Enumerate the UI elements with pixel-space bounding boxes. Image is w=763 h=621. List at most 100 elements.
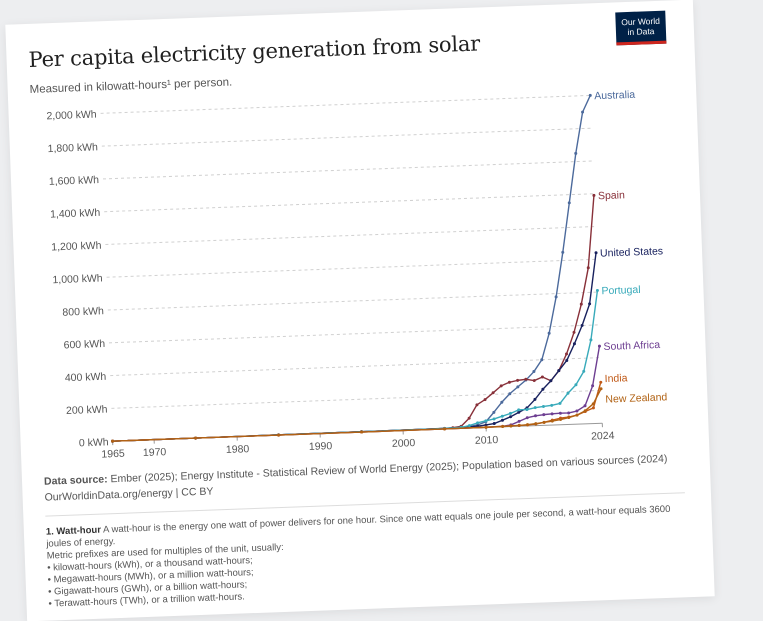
data-point[interactable] <box>583 404 587 408</box>
data-point[interactable] <box>483 398 487 402</box>
series-south-africa[interactable] <box>108 344 604 443</box>
data-point[interactable] <box>517 410 521 414</box>
data-point[interactable] <box>534 414 538 418</box>
series-label-india[interactable]: India <box>604 372 627 385</box>
data-point[interactable] <box>572 330 576 334</box>
series-line-south-africa[interactable] <box>110 346 602 442</box>
data-point[interactable] <box>591 402 595 406</box>
data-point[interactable] <box>586 266 590 270</box>
data-point[interactable] <box>550 419 554 423</box>
series-portugal[interactable] <box>106 288 604 443</box>
data-point[interactable] <box>492 410 496 414</box>
data-point[interactable] <box>525 408 529 412</box>
data-point[interactable] <box>583 409 587 413</box>
data-point[interactable] <box>575 413 579 417</box>
series-label-portugal[interactable]: Portugal <box>601 284 641 297</box>
data-point[interactable] <box>557 369 561 373</box>
data-point[interactable] <box>597 344 601 348</box>
data-point[interactable] <box>517 423 521 427</box>
series-line-new-zealand[interactable] <box>111 388 602 442</box>
series-australia[interactable] <box>99 93 604 443</box>
data-point[interactable] <box>575 409 579 413</box>
data-point[interactable] <box>499 384 503 388</box>
data-point[interactable] <box>532 379 536 383</box>
data-point[interactable] <box>599 387 603 391</box>
data-point[interactable] <box>567 201 571 205</box>
data-point[interactable] <box>484 419 488 423</box>
series-label-united-states[interactable]: United States <box>600 245 663 259</box>
data-point[interactable] <box>277 433 281 437</box>
data-point[interactable] <box>509 424 513 428</box>
data-point[interactable] <box>500 400 504 404</box>
data-point[interactable] <box>526 423 530 427</box>
data-point[interactable] <box>565 358 569 362</box>
series-label-spain[interactable]: Spain <box>598 189 625 202</box>
data-point[interactable] <box>524 377 528 381</box>
data-point[interactable] <box>111 439 115 443</box>
data-point[interactable] <box>491 391 495 395</box>
series-label-new-zealand[interactable]: New Zealand <box>605 391 667 405</box>
data-point[interactable] <box>559 417 563 421</box>
data-point[interactable] <box>566 391 570 395</box>
data-point[interactable] <box>467 424 471 428</box>
series-line-spain[interactable] <box>104 195 602 442</box>
data-point[interactable] <box>591 406 595 410</box>
data-point[interactable] <box>595 288 599 292</box>
data-point[interactable] <box>581 110 585 114</box>
data-point[interactable] <box>567 416 571 420</box>
series-line-australia[interactable] <box>101 95 603 442</box>
data-point[interactable] <box>579 302 583 306</box>
data-point[interactable] <box>594 251 598 255</box>
data-point[interactable] <box>533 397 537 401</box>
data-point[interactable] <box>508 392 512 396</box>
data-point[interactable] <box>592 193 596 197</box>
data-point[interactable] <box>500 418 504 422</box>
data-point[interactable] <box>567 411 571 415</box>
data-point[interactable] <box>532 370 536 374</box>
data-point[interactable] <box>517 419 521 423</box>
data-point[interactable] <box>492 417 496 421</box>
data-point[interactable] <box>194 436 198 440</box>
data-point[interactable] <box>549 379 553 383</box>
data-point[interactable] <box>558 411 562 415</box>
data-point[interactable] <box>533 406 537 410</box>
data-point[interactable] <box>542 420 546 424</box>
data-point[interactable] <box>517 408 521 412</box>
data-point[interactable] <box>484 425 488 429</box>
data-point[interactable] <box>540 375 544 379</box>
data-point[interactable] <box>599 380 603 384</box>
data-point[interactable] <box>516 385 520 389</box>
data-point[interactable] <box>492 422 496 426</box>
data-point[interactable] <box>589 338 593 342</box>
data-point[interactable] <box>540 358 544 362</box>
data-point[interactable] <box>541 387 545 391</box>
data-point[interactable] <box>525 416 529 420</box>
data-point[interactable] <box>476 421 480 425</box>
data-point[interactable] <box>360 430 364 434</box>
data-point[interactable] <box>475 403 479 407</box>
data-point[interactable] <box>561 250 565 254</box>
data-point[interactable] <box>542 413 546 417</box>
source-link[interactable]: OurWorldinData.org/energy | CC BY <box>44 485 214 504</box>
data-point[interactable] <box>582 369 586 373</box>
data-point[interactable] <box>509 415 513 419</box>
data-point[interactable] <box>534 422 538 426</box>
data-point[interactable] <box>484 423 488 427</box>
data-point[interactable] <box>580 323 584 327</box>
data-point[interactable] <box>467 416 471 420</box>
data-point[interactable] <box>588 93 592 97</box>
data-point[interactable] <box>443 427 447 431</box>
data-point[interactable] <box>554 295 558 299</box>
data-point[interactable] <box>565 352 569 356</box>
series-label-australia[interactable]: Australia <box>594 89 635 102</box>
data-point[interactable] <box>588 302 592 306</box>
data-point[interactable] <box>591 384 595 388</box>
data-point[interactable] <box>547 331 551 335</box>
series-line-united-states[interactable] <box>106 252 602 442</box>
series-india[interactable] <box>110 380 604 443</box>
data-point[interactable] <box>509 411 513 415</box>
data-point[interactable] <box>516 378 520 382</box>
data-point[interactable] <box>574 151 578 155</box>
series-new-zealand[interactable] <box>110 387 604 443</box>
series-label-south-africa[interactable]: South Africa <box>603 339 660 353</box>
